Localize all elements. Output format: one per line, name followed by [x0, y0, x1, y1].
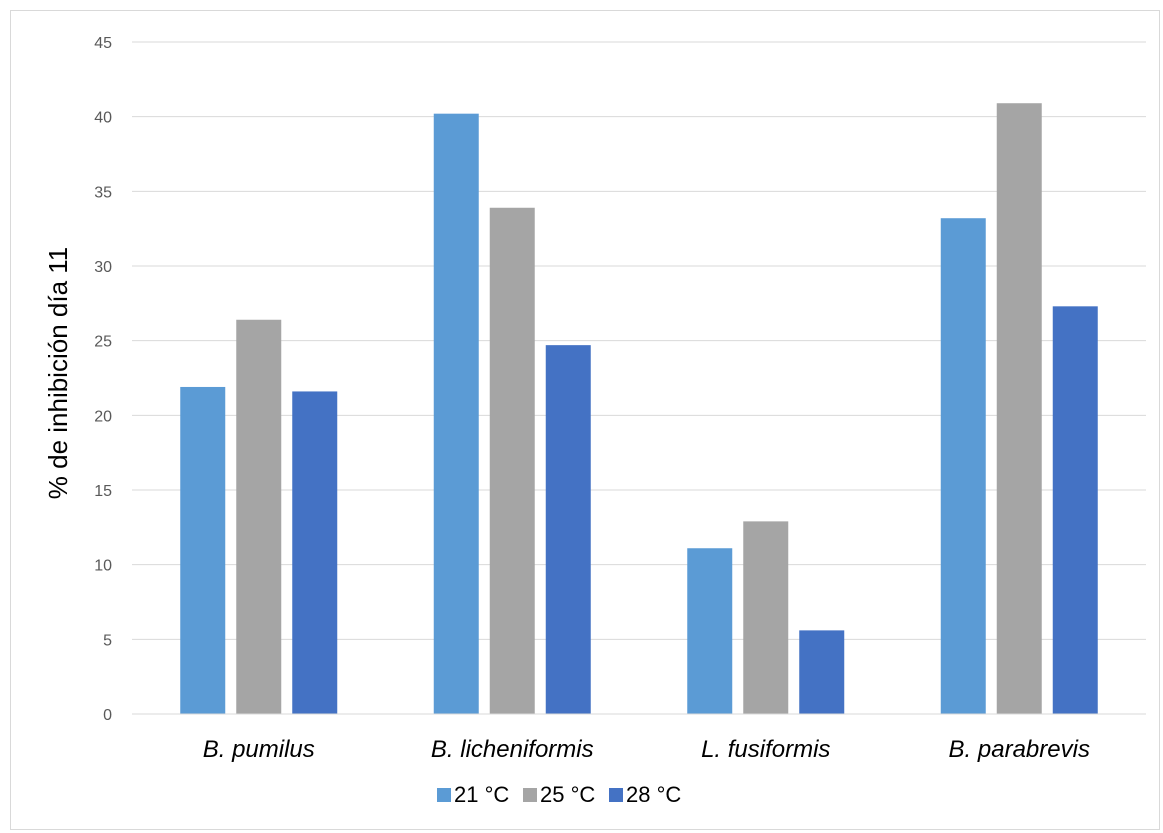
y-axis-ticks: 0 5 10 15 20 25 30 35 40 45 [94, 35, 112, 724]
y-tick-label: 15 [94, 483, 112, 500]
y-tick-label: 10 [94, 558, 112, 575]
y-tick-label: 45 [94, 35, 112, 52]
y-tick-label: 25 [94, 334, 112, 351]
bar [940, 218, 986, 715]
bar [743, 521, 789, 714]
y-tick-label: 20 [94, 408, 112, 425]
legend-label: 21 °C [454, 782, 509, 807]
bar [687, 548, 733, 714]
y-tick-label: 35 [94, 184, 112, 201]
legend-label: 28 °C [626, 782, 681, 807]
y-tick-label: 0 [103, 707, 112, 724]
y-tick-label: 5 [103, 632, 112, 649]
bar [489, 207, 535, 714]
bar [1052, 306, 1098, 714]
y-axis-title: % de inhibición día 11 [43, 247, 73, 499]
bar [799, 630, 845, 714]
y-tick-label: 30 [94, 259, 112, 276]
y-tick-label: 40 [94, 110, 112, 127]
legend: 21 °C 25 °C 28 °C [437, 782, 681, 807]
bar [180, 386, 226, 714]
bar [996, 103, 1042, 714]
legend-swatch [437, 788, 451, 802]
legend-swatch [609, 788, 623, 802]
bar [545, 345, 591, 714]
x-category-label: B. parabrevis [949, 736, 1090, 763]
bar [236, 319, 282, 714]
x-axis-categories: B. pumilus B. licheniformis L. fusiformis B… [203, 736, 1090, 763]
bar [433, 113, 479, 715]
bar-chart: 0 5 10 15 20 25 30 35 40 45 B. pumilus B. lichenif… [43, 35, 1146, 807]
x-category-label: B. licheniformis [431, 736, 594, 763]
gridlines [132, 41, 1146, 640]
x-category-label: B. pumilus [203, 736, 315, 763]
x-category-label: L. fusiformis [701, 736, 830, 763]
bar [292, 391, 338, 714]
bars [180, 103, 1098, 715]
chart-frame: 0 5 10 15 20 25 30 35 40 45 B. pumilus B. lichenif… [10, 10, 1160, 830]
legend-swatch [523, 788, 537, 802]
legend-label: 25 °C [540, 782, 595, 807]
